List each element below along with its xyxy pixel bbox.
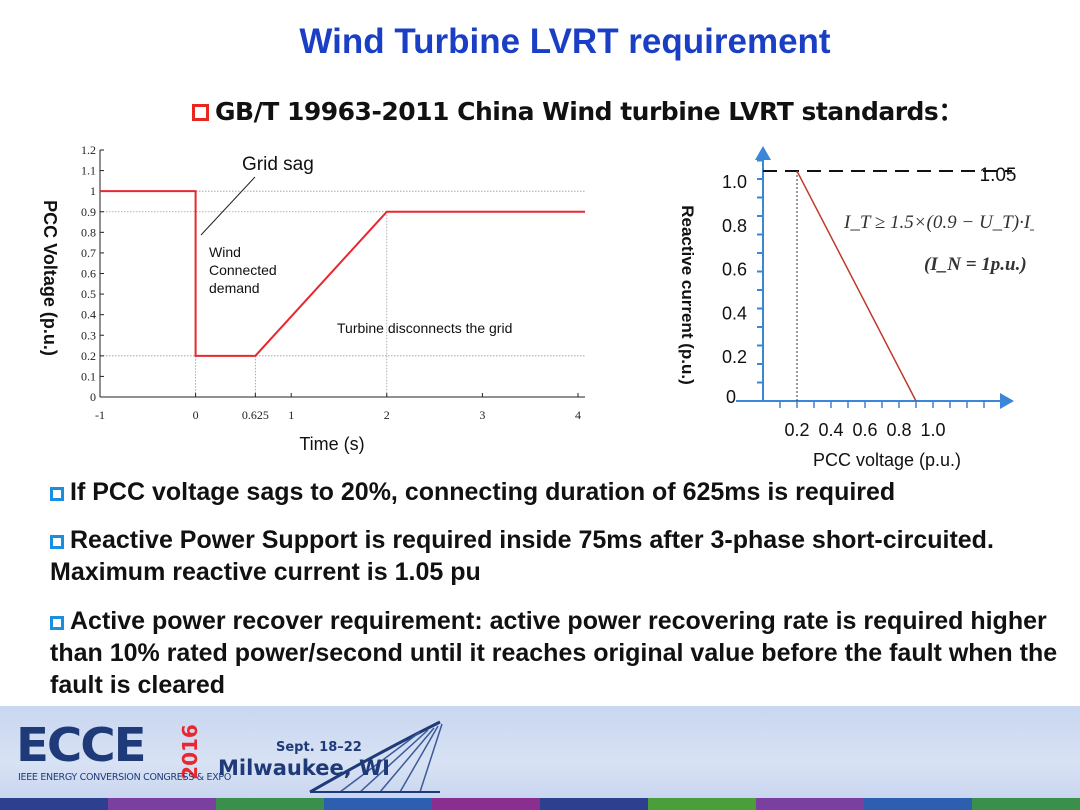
x-tick-label: 0.2 — [784, 420, 809, 440]
x-axis-arrow-icon — [1000, 393, 1014, 409]
x-tick-label: 2 — [384, 408, 390, 422]
left-chart-y-ticks: 0 0.1 0.2 0.3 0.4 0.5 0.6 0.7 0.8 0.9 1 1.1 1.2 — [81, 143, 104, 404]
y-tick-label: 0.9 — [81, 205, 96, 219]
y-tick-label: 0.6 — [722, 260, 747, 280]
standard-heading: GB/T 19963-2011 China Wind turbine LVRT … — [192, 92, 963, 128]
bullet-reactive-support: Reactive Power Support is required insid… — [50, 524, 1080, 588]
reactive-current-line — [796, 170, 917, 402]
x-tick-label: 0.6 — [852, 420, 877, 440]
ecce-logo: ECCE — [16, 718, 147, 772]
conference-footer: ECCE 2016 IEEE ENERGY CONVERSION CONGRES… — [0, 706, 1080, 810]
y-tick-label: 0.8 — [81, 225, 96, 239]
bridge-graphic — [309, 720, 443, 794]
y-tick-label: 1.1 — [81, 164, 96, 178]
reactive-current-formula: I_T ≥ 1.5×(0.9 − U_T)·I_N — [843, 212, 1034, 233]
x-tick-label: 0 — [193, 408, 199, 422]
x-tick-label: 1.0 — [920, 420, 945, 440]
bullet-active-power: Active power recover requirement: active… — [50, 605, 1080, 701]
standard-heading-text: GB/T 19963-2011 China Wind turbine LVRT … — [215, 97, 963, 126]
bullet-voltage-sag: If PCC voltage sags to 20%, connecting d… — [50, 476, 1080, 508]
x-tick-label: 0.8 — [886, 420, 911, 440]
y-tick-label: 0.1 — [81, 369, 96, 383]
x-tick-label: 3 — [479, 408, 485, 422]
bullet-reactive-support-text: Reactive Power Support is required insid… — [50, 526, 994, 586]
right-chart-series — [763, 170, 1012, 402]
grid-sag-annotation: Grid sag — [242, 154, 314, 175]
wind-demand-annotation-line-2: Connected — [209, 262, 277, 278]
y-tick-label: 0.2 — [722, 347, 747, 367]
x-tick-label: -1 — [95, 408, 105, 422]
y-tick-label: 0 — [90, 390, 96, 404]
red-square-bullet-icon — [192, 104, 209, 121]
wind-demand-annotation-line-3: demand — [209, 280, 260, 296]
right-chart-ylabel: Reactive current (p.u.) — [678, 205, 697, 385]
blue-square-bullet-icon — [50, 616, 64, 630]
x-tick-label: 1 — [288, 408, 294, 422]
rated-current-note: (I_N = 1p.u.) — [924, 254, 1027, 275]
y-tick-label: 0.2 — [81, 349, 96, 363]
y-tick-label: 1.0 — [722, 172, 747, 192]
slide-title: Wind Turbine LVRT requirement — [299, 22, 831, 61]
left-chart-x-ticks: -1 0 0.625 1 2 3 4 — [95, 393, 581, 422]
y-tick-label: 0.4 — [722, 303, 747, 323]
event-city: Milwaukee, WI — [218, 756, 390, 780]
y-tick-label: 0.3 — [81, 328, 96, 342]
y-axis-arrow-icon — [755, 146, 771, 160]
right-chart-xlabel: PCC voltage (p.u.) — [813, 450, 961, 470]
right-chart-axes — [736, 146, 1014, 409]
blue-square-bullet-icon — [50, 487, 64, 501]
org-name: IEEE ENERGY CONVERSION CONGRESS & EXPO — [18, 772, 232, 783]
y-tick-label: 0.6 — [81, 267, 96, 281]
grid-sag-pointer — [200, 176, 256, 236]
bullet-voltage-sag-text: If PCC voltage sags to 20%, connecting d… — [70, 478, 896, 506]
y-tick-label: 0.7 — [81, 246, 96, 260]
x-tick-label: 0.625 — [242, 408, 269, 422]
left-chart-ylabel: PCC Voltage (p.u.) — [40, 200, 60, 356]
y-tick-label: 1.2 — [81, 143, 96, 157]
reactive-current-chart: 0 0.2 0.4 0.6 0.8 1.0 0.2 0.4 0.6 0.8 1.0 Reactiv… — [678, 146, 1034, 470]
y-tick-label: 0.8 — [722, 216, 747, 236]
left-chart-reference-lines — [100, 190, 585, 397]
y-tick-label: 0.5 — [81, 287, 96, 301]
left-chart-axes — [99, 150, 585, 398]
voltage-profile-line — [100, 190, 585, 357]
blue-square-bullet-icon — [50, 535, 64, 549]
right-chart-y-ticks: 0 0.2 0.4 0.6 0.8 1.0 — [722, 172, 747, 407]
wind-demand-annotation-line-1: Wind — [209, 244, 241, 260]
right-chart-x-ticks: 0.2 0.4 0.6 0.8 1.0 — [784, 420, 945, 440]
footer-color-stripes — [0, 798, 1080, 810]
bullet-active-power-text: Active power recover requirement: active… — [50, 607, 1058, 699]
x-tick-label: 0.4 — [818, 420, 843, 440]
year-badge: 2016 — [178, 722, 204, 780]
y-tick-label: 0.4 — [81, 308, 96, 322]
disconnect-annotation: Turbine disconnects the grid — [337, 320, 512, 336]
pcc-voltage-chart: 00.10.20.30.40.50.60.70.80.911.11.2 -1 0 0… — [40, 143, 585, 454]
event-dates: Sept. 18–22 — [276, 740, 362, 755]
left-chart-xlabel: Time (s) — [299, 434, 364, 454]
y-tick-label: 1 — [90, 184, 96, 198]
x-tick-label: 4 — [575, 408, 581, 422]
left-chart-series — [100, 190, 585, 357]
y-tick-label: 0 — [726, 387, 736, 407]
level-label-1-05: 1.05 — [980, 165, 1017, 186]
